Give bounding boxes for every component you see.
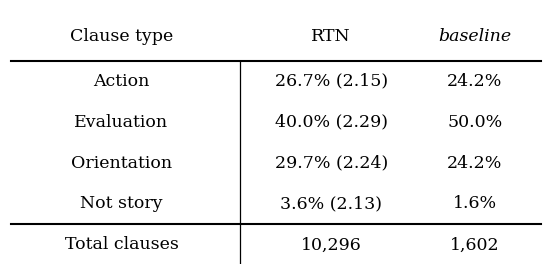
Text: 24.2%: 24.2% [447, 154, 502, 172]
Text: Total clauses: Total clauses [65, 236, 178, 253]
Text: 40.0% (2.29): 40.0% (2.29) [275, 114, 388, 131]
Text: 1.6%: 1.6% [453, 195, 497, 213]
Text: Action: Action [93, 73, 150, 90]
Text: 10,296: 10,296 [301, 236, 362, 253]
Text: Evaluation: Evaluation [75, 114, 168, 131]
Text: Orientation: Orientation [71, 154, 172, 172]
Text: 29.7% (2.24): 29.7% (2.24) [274, 154, 388, 172]
Text: 1,602: 1,602 [450, 236, 500, 253]
Text: RTN: RTN [311, 29, 351, 45]
Text: Not story: Not story [80, 195, 163, 213]
Text: 24.2%: 24.2% [447, 73, 502, 90]
Text: 3.6% (2.13): 3.6% (2.13) [280, 195, 382, 213]
Text: 26.7% (2.15): 26.7% (2.15) [275, 73, 388, 90]
Text: baseline: baseline [438, 29, 511, 45]
Text: 50.0%: 50.0% [447, 114, 502, 131]
Text: Clause type: Clause type [70, 29, 173, 45]
